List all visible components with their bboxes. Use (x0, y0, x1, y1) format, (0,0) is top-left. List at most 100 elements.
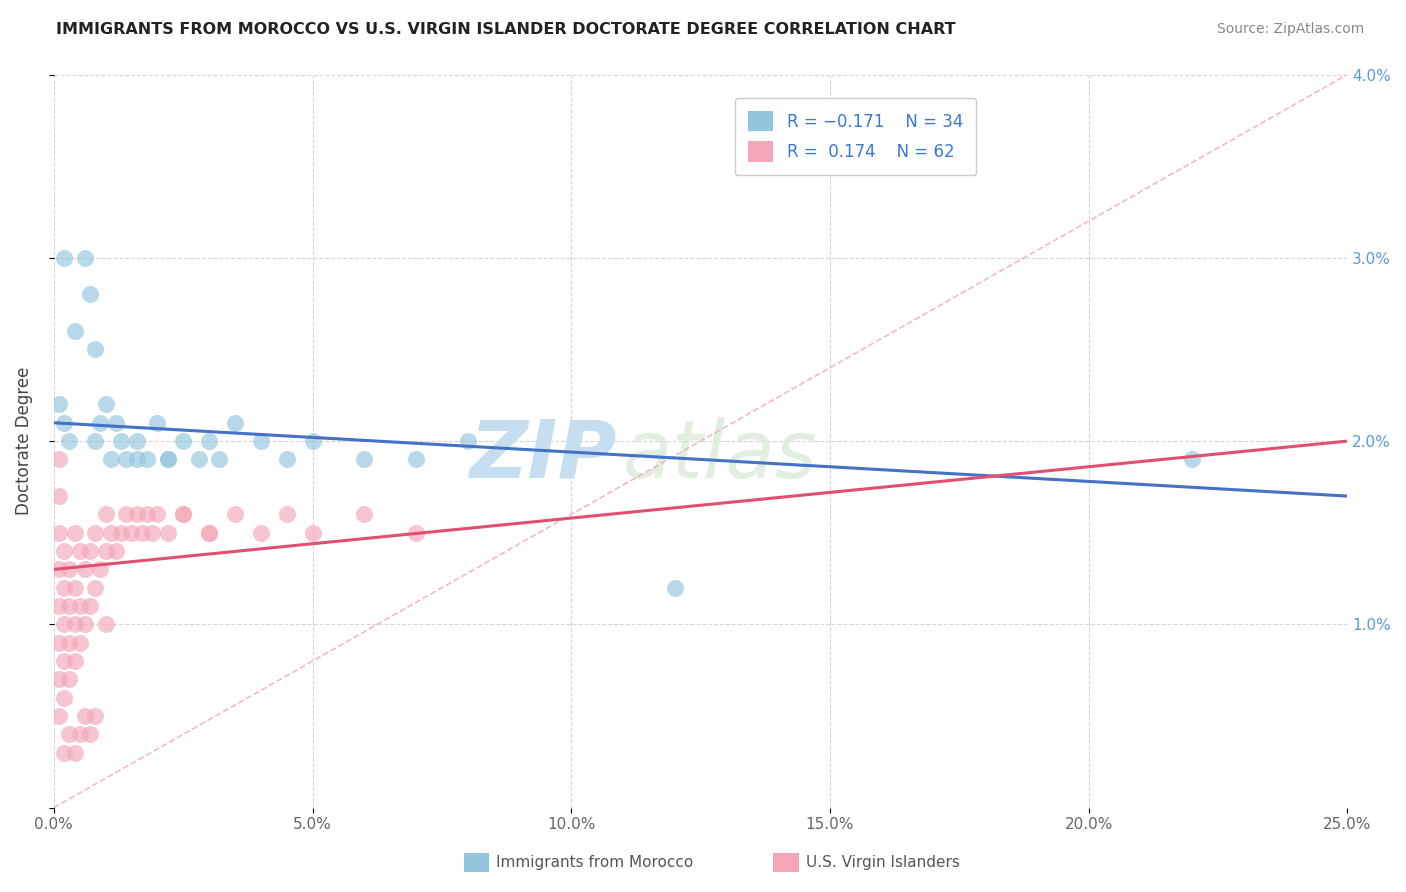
Point (48, 452, 70, 467)
Point (172, 434, 194, 449)
Point (301, 525, 323, 540)
Point (94, 617, 117, 632)
Point (63, 581, 86, 595)
Point (53, 690, 76, 705)
Point (249, 434, 271, 449)
Point (110, 434, 132, 449)
Point (301, 434, 323, 449)
Point (94, 397, 117, 411)
Point (69, 599, 91, 613)
Point (146, 416, 169, 430)
Text: ZIP: ZIP (470, 417, 616, 495)
Point (94, 544, 117, 558)
Point (100, 452, 122, 467)
Point (63, 617, 86, 632)
Point (69, 544, 91, 558)
Point (141, 525, 163, 540)
Point (104, 416, 127, 430)
Point (79, 544, 101, 558)
Point (172, 508, 194, 522)
Point (224, 416, 246, 430)
Point (110, 525, 132, 540)
Point (405, 525, 427, 540)
Point (73, 562, 96, 576)
Text: Source: ZipAtlas.com: Source: ZipAtlas.com (1216, 22, 1364, 37)
Point (58, 434, 80, 449)
Point (276, 508, 298, 522)
Point (457, 434, 479, 449)
Point (63, 324, 86, 338)
Point (69, 636, 91, 650)
Point (198, 434, 221, 449)
Point (53, 581, 76, 595)
Point (208, 452, 231, 467)
Point (58, 599, 80, 613)
Point (276, 452, 298, 467)
Point (131, 525, 153, 540)
Point (187, 452, 209, 467)
Legend: R = −0.171    N = 34, R =  0.174    N = 62: R = −0.171 N = 34, R = 0.174 N = 62 (735, 97, 976, 175)
Point (79, 599, 101, 613)
Point (73, 617, 96, 632)
Point (84, 709, 107, 723)
Y-axis label: Doctorate Degree: Doctorate Degree (15, 367, 32, 516)
Point (73, 709, 96, 723)
Point (48, 562, 70, 576)
Point (125, 452, 148, 467)
Point (136, 508, 159, 522)
Point (79, 287, 101, 301)
Point (63, 525, 86, 540)
Point (94, 508, 117, 522)
Point (104, 544, 127, 558)
Text: atlas: atlas (623, 417, 818, 495)
Point (405, 452, 427, 467)
Point (172, 508, 194, 522)
Point (79, 727, 101, 741)
Point (156, 525, 179, 540)
Point (58, 636, 80, 650)
Point (48, 397, 70, 411)
Point (120, 525, 142, 540)
Point (53, 251, 76, 265)
Point (48, 709, 70, 723)
Point (115, 508, 138, 522)
Point (353, 508, 375, 522)
Point (53, 416, 76, 430)
Text: Immigrants from Morocco: Immigrants from Morocco (496, 855, 693, 870)
Point (53, 654, 76, 668)
Point (156, 452, 179, 467)
Point (664, 581, 686, 595)
Point (48, 673, 70, 687)
Point (63, 654, 86, 668)
Point (125, 508, 148, 522)
Point (69, 727, 91, 741)
Point (58, 562, 80, 576)
Point (198, 525, 221, 540)
Point (353, 452, 375, 467)
Point (73, 251, 96, 265)
Point (136, 452, 159, 467)
Point (1181, 452, 1204, 467)
Point (89, 562, 111, 576)
Point (48, 599, 70, 613)
Point (146, 508, 169, 522)
Text: U.S. Virgin Islanders: U.S. Virgin Islanders (806, 855, 959, 870)
Point (53, 617, 76, 632)
Point (249, 525, 271, 540)
Point (84, 343, 107, 357)
Point (48, 525, 70, 540)
Point (224, 508, 246, 522)
Point (125, 434, 148, 449)
Point (58, 673, 80, 687)
Point (156, 452, 179, 467)
Point (63, 746, 86, 760)
Point (115, 452, 138, 467)
Point (53, 746, 76, 760)
Point (89, 416, 111, 430)
Point (84, 525, 107, 540)
Point (58, 727, 80, 741)
Text: IMMIGRANTS FROM MOROCCO VS U.S. VIRGIN ISLANDER DOCTORATE DEGREE CORRELATION CHA: IMMIGRANTS FROM MOROCCO VS U.S. VIRGIN I… (56, 22, 956, 37)
Point (53, 544, 76, 558)
Point (100, 525, 122, 540)
Point (84, 434, 107, 449)
